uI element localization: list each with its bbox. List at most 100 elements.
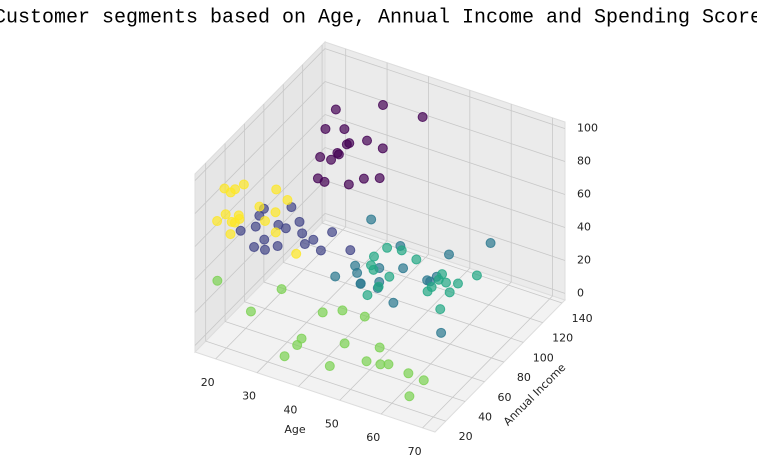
z-tick-label: 40 [577,220,591,233]
point [332,147,343,158]
point [259,234,270,245]
point [272,241,283,252]
point [330,104,341,115]
point [345,245,356,256]
point [374,173,385,184]
point [337,305,348,316]
point [315,245,326,256]
chart-title: Customer segments based on Age, Annual I… [0,6,757,29]
point [362,290,373,301]
point [341,139,352,150]
point [250,221,261,232]
point [297,228,308,239]
point [368,251,379,262]
point [315,152,326,163]
z-tick-label: 100 [577,122,598,135]
grid-line [324,147,566,228]
grid-line [324,81,566,162]
point [280,223,291,234]
z-tick-label: 80 [577,155,591,168]
point [327,227,338,238]
grid-line [263,281,505,363]
point [426,282,437,293]
grid-line [244,301,485,383]
point [444,287,455,298]
grid-line [194,81,326,214]
point [366,260,377,271]
point [339,338,350,349]
point [245,306,256,317]
point [411,254,422,265]
point [452,278,463,289]
grid-line [422,295,553,429]
point [249,242,260,253]
x-tick-label: 70 [408,445,422,458]
point [343,179,354,190]
point [358,173,369,184]
y-tick-label: 40 [478,410,492,423]
grid-line [194,180,326,313]
point [339,124,350,135]
point [418,375,429,386]
x-tick-label: 50 [325,417,339,430]
x-tick-label: 20 [201,376,215,389]
point [271,184,282,195]
grid-line [205,340,446,422]
point [373,281,384,292]
y-tick-label: 20 [459,430,473,443]
point [282,194,293,205]
point [366,214,377,225]
point [276,284,287,295]
point [377,99,388,110]
grid-line [302,242,543,324]
point [384,271,395,282]
point [382,242,393,253]
point [377,143,388,154]
x-tick-label: 60 [366,431,380,444]
x-tick-label: 40 [283,403,297,416]
z-tick-label: 60 [577,188,591,201]
grid-line [324,180,566,261]
point [324,361,335,372]
point [299,239,310,250]
point [435,304,446,315]
grid-line [224,321,466,402]
y-tick-label: 60 [497,391,511,404]
y-tick-label: 120 [552,332,573,345]
point [291,248,302,259]
x-axis-label: Age [284,423,306,436]
side-pane [194,40,326,354]
point [259,244,270,255]
point [220,209,231,220]
z-tick-label: 20 [577,253,591,266]
point [355,278,366,289]
point [485,238,496,249]
grid-line [324,114,566,195]
point [279,351,290,362]
y-tick-label: 140 [572,312,593,325]
point [212,216,223,227]
point [396,245,407,256]
point [441,277,452,288]
point [398,263,409,274]
point [225,187,236,198]
z-tick-label: 0 [577,286,584,299]
point [254,201,265,212]
point [212,275,223,286]
point [388,297,399,308]
point [308,234,319,245]
point [326,154,337,165]
point [238,179,249,190]
point [417,112,428,123]
point [471,270,482,281]
point [225,229,236,240]
point [320,123,331,134]
point [350,260,361,271]
point [270,227,281,238]
point [422,275,433,286]
x-tick-label: 30 [242,390,256,403]
point [312,173,323,184]
point [404,391,415,402]
grid-line [321,222,563,304]
